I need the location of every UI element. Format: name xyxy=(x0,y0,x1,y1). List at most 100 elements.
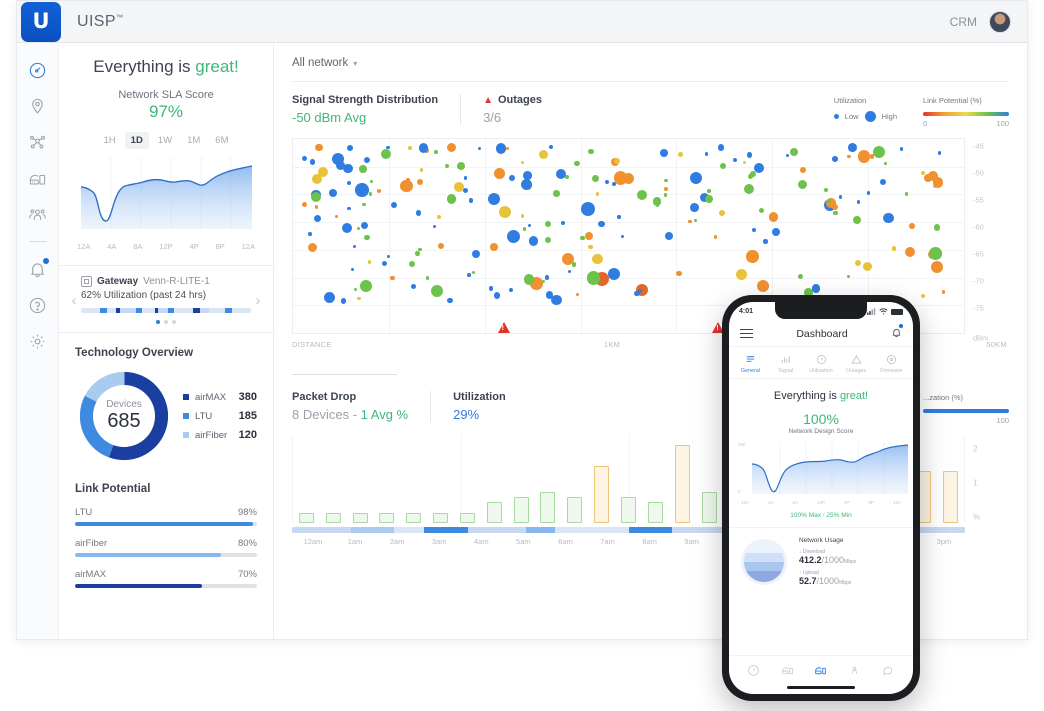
range-6m[interactable]: 6M xyxy=(215,135,229,146)
scatter-point xyxy=(360,222,368,230)
scatter-point xyxy=(690,203,699,213)
sla-sparkline-chart: 12A 4A 8A 12P 4P 8P 12A xyxy=(75,157,257,251)
cellular-icon xyxy=(867,308,876,315)
legend-link-max: 100 xyxy=(996,119,1009,128)
scatter-point xyxy=(904,192,909,196)
section-divider-1 xyxy=(59,265,273,266)
nav-chat-icon[interactable] xyxy=(882,664,895,677)
scatter-point xyxy=(488,286,494,291)
scatter-point xyxy=(386,255,391,259)
network-selector[interactable]: All network ▾ xyxy=(292,57,1009,69)
scatter-point xyxy=(659,148,668,157)
bar-chart-icon xyxy=(782,356,790,363)
phone-tab-firmware[interactable]: Firmware xyxy=(874,354,909,374)
legend-item-airfiber: airFiber 120 xyxy=(183,429,257,441)
scatter-point xyxy=(386,145,390,149)
download-label: ↓ Download xyxy=(799,549,826,555)
uisp-logo[interactable]: U xyxy=(21,1,61,42)
phone-tab-outages[interactable]: Outages xyxy=(839,354,874,374)
hamburger-menu-icon[interactable] xyxy=(740,328,753,339)
scatter-point xyxy=(410,283,416,289)
bottom-right-legend: ...zation (%) 100 xyxy=(923,391,1009,425)
scatter-point xyxy=(937,151,942,155)
phone-tab-general[interactable]: General xyxy=(733,354,768,374)
scatter-point xyxy=(311,174,323,185)
avatar[interactable] xyxy=(989,10,1011,33)
nav-device-icon[interactable] xyxy=(814,664,827,677)
y-tick-65: -65 xyxy=(973,249,984,259)
scatter-point xyxy=(314,215,322,223)
range-1w[interactable]: 1W xyxy=(157,135,173,146)
sidebar-item-topology[interactable] xyxy=(23,127,53,157)
hour-2am: 2am xyxy=(389,537,405,546)
legend-link-potential: Link Potential (%) 0 100 xyxy=(923,96,1009,128)
phone-bell-icon[interactable] xyxy=(891,323,903,343)
sidebar-item-settings[interactable] xyxy=(23,326,53,356)
crm-link[interactable]: CRM xyxy=(949,14,977,29)
sidebar-item-notifications[interactable] xyxy=(23,254,53,284)
outage-marker-2[interactable] xyxy=(712,322,725,333)
scatter-point xyxy=(857,150,871,163)
legend-item-ltu: LTU 185 xyxy=(183,410,257,422)
scatter-point xyxy=(456,162,465,171)
legend-utilization-items: Low High xyxy=(833,111,897,122)
scatter-point xyxy=(785,154,789,158)
range-1m[interactable]: 1M xyxy=(187,135,201,146)
scatter-point xyxy=(509,174,516,181)
scatter-point xyxy=(315,205,319,209)
scatter-point xyxy=(862,262,872,272)
scatter-point xyxy=(768,212,779,222)
disc-icon xyxy=(886,355,896,364)
bell-icon xyxy=(31,262,44,277)
scatter-point xyxy=(736,269,748,281)
wifi-icon xyxy=(879,308,888,315)
gateway-next-button[interactable]: › xyxy=(255,291,261,309)
scatter-point xyxy=(891,246,897,251)
range-selector: 1H 1D 1W 1M 6M xyxy=(75,132,257,149)
scatter-point xyxy=(908,222,915,229)
scatter-point xyxy=(598,220,605,227)
scatter-point xyxy=(713,235,718,240)
section-divider-2 xyxy=(59,332,273,333)
sidebar-item-clients[interactable] xyxy=(23,199,53,229)
range-1d[interactable]: 1D xyxy=(124,132,149,149)
sidebar-item-dashboard[interactable] xyxy=(23,55,53,85)
x-tick-50km: 50KM xyxy=(986,340,1007,349)
sidebar-item-devices[interactable] xyxy=(23,163,53,193)
hour-12am: 12am xyxy=(303,537,323,546)
sidebar-item-help[interactable] xyxy=(23,290,53,320)
phone-tab-signal[interactable]: Signal xyxy=(768,354,803,374)
nav-network-icon[interactable] xyxy=(781,664,794,677)
legend-low-label: Low xyxy=(844,112,859,121)
scatter-point xyxy=(520,213,525,218)
y-tick-70: -70 xyxy=(973,276,984,286)
phone-tab-utilization[interactable]: Utilization xyxy=(803,354,838,374)
upload-label: ↑ Upload xyxy=(799,570,819,576)
scatter-point xyxy=(746,152,753,158)
gateway-prev-button[interactable]: ‹ xyxy=(71,291,77,309)
scatter-point xyxy=(622,173,634,185)
stat-value-packet-drop: 8 Devices - 1 Avg % xyxy=(292,407,409,422)
scatter-point xyxy=(923,173,932,182)
stat-label-utilization: Utilization xyxy=(453,391,506,403)
carousel-dot-3[interactable] xyxy=(172,320,176,324)
outage-marker-1[interactable] xyxy=(497,322,510,333)
list-icon xyxy=(746,356,755,362)
carousel-dot-2[interactable] xyxy=(164,320,168,324)
scatter-point xyxy=(329,189,338,198)
scatter-point xyxy=(542,279,546,284)
scatter-point xyxy=(831,204,838,211)
carousel-dot-1[interactable] xyxy=(156,320,160,324)
nav-speedometer-icon[interactable] xyxy=(747,664,760,677)
scatter-point xyxy=(572,262,577,267)
range-1h[interactable]: 1H xyxy=(103,135,116,146)
nav-users-icon[interactable] xyxy=(848,664,861,677)
scatter-point xyxy=(719,162,726,169)
scatter-point xyxy=(719,209,726,216)
phone-score-label: Network Design Score xyxy=(788,428,854,435)
sidebar-item-locations[interactable] xyxy=(23,91,53,121)
sla-sparkline-svg xyxy=(80,157,253,229)
sidebar-rail xyxy=(17,43,59,639)
globe-icon xyxy=(741,538,787,585)
phone-tick-3: 12P xyxy=(816,500,825,505)
